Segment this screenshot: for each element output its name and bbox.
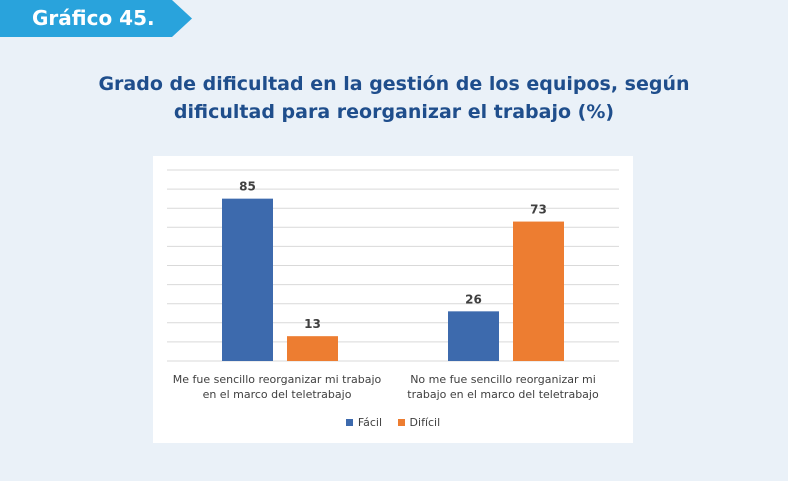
data-label-facil-2: 26 [465, 292, 482, 306]
bar-facil-1 [222, 198, 273, 361]
bar-dificil-2 [513, 221, 564, 361]
badge-label: Gráfico 45. [32, 6, 155, 30]
badge-arrow-shape [0, 0, 192, 37]
chart-title-line-1: Grado de dificultad en la gestión de los… [98, 73, 690, 95]
data-label-facil-1: 85 [239, 180, 256, 194]
legend-label-dificil: Difícil [409, 416, 441, 429]
bar-chart: 85 13 26 73 [167, 169, 619, 362]
legend-swatch-dificil [397, 418, 405, 426]
legend-label-facil: Fácil [357, 416, 383, 429]
category-label-1-line-1: Me fue sencillo reorganizar mi trabajo [172, 373, 382, 386]
chart-panel: 85 13 26 73 Me fue sencillo reorganizar mi … [153, 156, 633, 443]
data-label-dificil-2: 73 [530, 203, 547, 217]
legend-item-facil: Fácil [345, 416, 383, 429]
category-label-2: No me fue sencillo reorganizar mi trabaj… [393, 372, 613, 402]
bar-dificil-1 [287, 336, 338, 361]
legend-item-dificil: Difícil [397, 416, 441, 429]
chart-number-badge: Gráfico 45. [0, 0, 192, 37]
category-label-1-line-2: en el marco del teletrabajo [202, 388, 352, 401]
category-label-2-line-1: No me fue sencillo reorganizar mi [410, 373, 596, 386]
chart-title-line-2: dificultad para reorganizar el trabajo (… [173, 101, 615, 123]
category-label-1: Me fue sencillo reorganizar mi trabajo e… [167, 372, 387, 402]
chart-title: Grado de dificultad en la gestión de los… [94, 70, 694, 126]
category-label-2-line-2: trabajo en el marco del teletrabajo [407, 388, 599, 401]
bar-facil-2 [448, 311, 499, 361]
data-label-dificil-1: 13 [304, 317, 321, 331]
legend: Fácil Difícil [153, 416, 633, 429]
legend-swatch-facil [345, 418, 353, 426]
